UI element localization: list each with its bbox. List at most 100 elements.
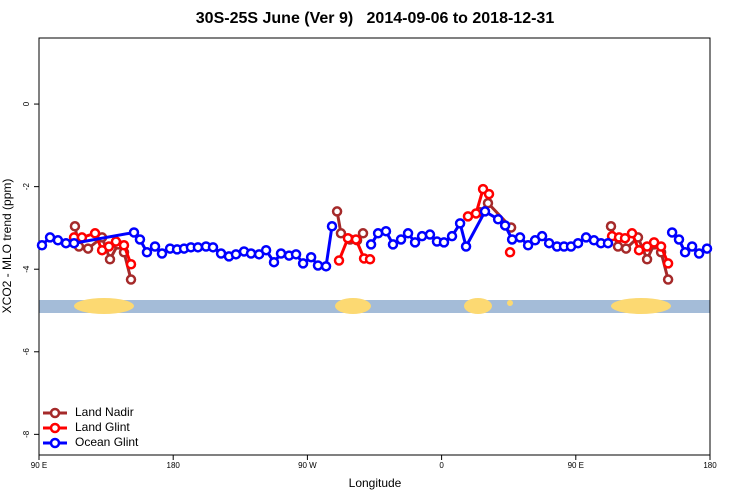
point (134, 234, 146, 245)
land-patch (74, 298, 134, 314)
point (602, 237, 614, 249)
point (662, 258, 674, 269)
land-patch (611, 298, 671, 314)
point (409, 237, 421, 248)
point (641, 254, 653, 265)
x-tick-label: 180 (167, 461, 181, 470)
point (125, 259, 137, 270)
point (36, 240, 48, 251)
point (89, 228, 101, 239)
legend-marker (49, 422, 61, 434)
point (290, 249, 302, 260)
point (620, 243, 632, 254)
y-tick-label: -8 (22, 430, 31, 438)
point (626, 228, 638, 239)
point (128, 227, 140, 238)
land-patch (464, 298, 492, 314)
point (446, 230, 458, 242)
x-tick-label: 180 (703, 461, 717, 470)
point (297, 258, 309, 269)
legend-marker (49, 437, 61, 449)
y-axis-label: XCO2 - MLO trend (ppm) (0, 179, 14, 314)
point (335, 228, 347, 239)
x-tick-label: 90 E (568, 461, 584, 470)
land-patch (335, 298, 371, 314)
point (275, 248, 287, 259)
x-tick-label: 0 (439, 461, 444, 470)
point (118, 240, 130, 251)
point (103, 241, 115, 252)
point (320, 261, 332, 272)
point (454, 218, 466, 229)
point (470, 208, 482, 219)
point (536, 230, 548, 242)
point (104, 254, 116, 265)
point (245, 248, 257, 259)
point (125, 274, 137, 285)
point (424, 229, 436, 240)
point (230, 249, 242, 260)
point (460, 241, 472, 252)
chart-title: 30S-25S June (Ver 9) 2014-09-06 to 2018-… (196, 10, 555, 27)
point (326, 221, 338, 232)
point (479, 206, 491, 217)
x-axis-label: Longitude (349, 476, 402, 490)
point (482, 197, 494, 209)
point (499, 220, 511, 231)
point (52, 235, 64, 246)
point (156, 248, 168, 259)
y-tick-label: 0 (22, 101, 31, 106)
point (612, 241, 624, 252)
point (380, 225, 392, 237)
point (357, 228, 369, 239)
point (69, 221, 81, 232)
y-tick-label: -4 (22, 265, 31, 273)
point (395, 234, 407, 245)
point (522, 240, 534, 251)
point (82, 243, 94, 254)
point (331, 206, 343, 217)
point (364, 254, 376, 265)
point (514, 232, 526, 243)
point (572, 237, 584, 249)
point (268, 256, 280, 268)
y-tick-label: -6 (22, 348, 31, 356)
point (207, 242, 219, 253)
legend-label: Land Glint (75, 420, 130, 434)
point (387, 239, 399, 250)
point (438, 237, 450, 248)
land-patch (507, 300, 513, 306)
point (350, 234, 362, 245)
point (679, 247, 691, 258)
sea-band (39, 300, 710, 313)
point (693, 248, 705, 259)
point (365, 239, 377, 250)
legend-marker (49, 407, 61, 419)
point (462, 211, 474, 222)
x-tick-label: 90 W (298, 461, 317, 470)
point (666, 227, 678, 238)
point (662, 274, 674, 285)
point (402, 228, 414, 239)
point (141, 247, 153, 258)
point (333, 255, 345, 266)
point (619, 232, 631, 244)
point (305, 251, 317, 263)
land-sea-strip (39, 298, 710, 314)
point (633, 244, 645, 256)
point (192, 242, 204, 253)
legend-label: Ocean Glint (75, 435, 139, 449)
point (655, 241, 667, 252)
point (149, 241, 161, 252)
point (312, 260, 324, 271)
point (673, 234, 685, 245)
y-tick-label: -2 (22, 183, 31, 191)
point (605, 221, 617, 232)
point (110, 236, 122, 247)
point (492, 214, 504, 225)
legend-label: Land Nadir (75, 405, 134, 419)
point (504, 247, 516, 258)
point (60, 237, 72, 249)
